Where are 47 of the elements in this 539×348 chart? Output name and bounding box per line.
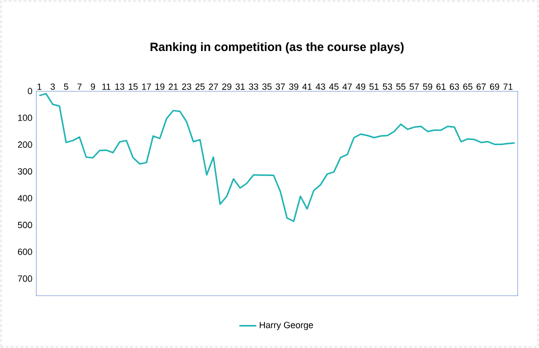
chart-title: Ranking in competition (as the course plays) xyxy=(150,42,404,54)
x-tick-label: 71 xyxy=(503,84,513,90)
x-tick-label: 17 xyxy=(142,84,151,90)
x-tick-label: 1 xyxy=(38,84,42,90)
x-tick-label: 45 xyxy=(329,84,339,90)
x-tick-label: 43 xyxy=(316,83,326,90)
x-tick-label: 13 xyxy=(115,83,124,90)
x-tick-label: 61 xyxy=(436,83,446,90)
x-tick-label: 9 xyxy=(90,83,95,90)
x-tick-label: 69 xyxy=(490,83,500,90)
x-tick-label: 19 xyxy=(156,83,164,90)
y-tick-label: 0 xyxy=(28,88,32,94)
x-tick-label: 25 xyxy=(195,83,205,90)
x-tick-label: 53 xyxy=(382,83,392,90)
x-tick-label: 49 xyxy=(356,83,366,90)
x-tick-label: 67 xyxy=(476,83,486,90)
x-tick-label: 35 xyxy=(262,83,272,90)
x-tick-label: 7 xyxy=(77,84,82,90)
x-tick-label: 33 xyxy=(248,83,258,90)
x-tick-label: 57 xyxy=(410,84,419,90)
y-tick-label: 100 xyxy=(18,114,32,121)
x-tick-label: 59 xyxy=(423,83,432,90)
x-tick-label: 47 xyxy=(342,84,352,90)
x-tick-label: 39 xyxy=(289,83,298,90)
x-tick-label: 5 xyxy=(64,84,68,90)
y-tick-label: 300 xyxy=(18,168,32,175)
x-tick-label: 29 xyxy=(222,83,232,90)
x-tick-label: 65 xyxy=(463,83,472,90)
x-tick-label: 27 xyxy=(208,84,218,90)
x-tick-label: 41 xyxy=(302,84,312,90)
x-tick-label: 3 xyxy=(50,83,55,90)
y-tick-label: 200 xyxy=(18,141,32,148)
x-tick-label: 37 xyxy=(276,83,285,90)
x-tick-label: 51 xyxy=(369,84,379,90)
x-tick-label: 63 xyxy=(450,83,459,90)
y-tick-label: 400 xyxy=(18,195,32,202)
legend-label: Harry George xyxy=(260,322,314,330)
line-series xyxy=(38,92,516,222)
x-tick-label: 55 xyxy=(396,84,406,90)
x-tick-label: 31 xyxy=(236,83,245,90)
y-tick-label: 500 xyxy=(18,222,32,228)
x-tick-label: 11 xyxy=(102,84,111,90)
x-tick-label: 15 xyxy=(128,84,138,90)
x-tick-label: 23 xyxy=(182,83,192,90)
x-tick-label: 21 xyxy=(168,84,178,90)
y-tick-label: 700 xyxy=(18,275,32,282)
y-tick-label: 600 xyxy=(18,248,32,255)
